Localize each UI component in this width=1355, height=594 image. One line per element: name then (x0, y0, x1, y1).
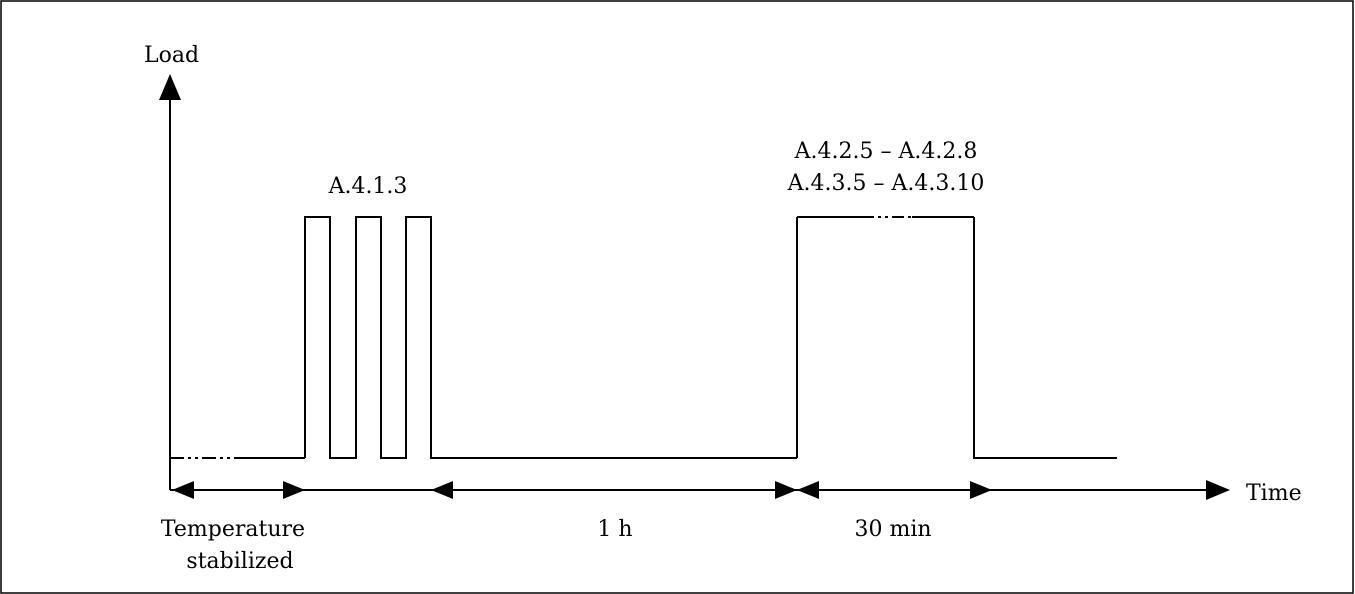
long-load-label-line1: A.4.2.5 – A.4.2.8 (794, 139, 978, 164)
load-axis-label: Load (144, 43, 199, 68)
load-duration-label: 30 min (854, 517, 931, 542)
interval-arrow-1h-left (431, 481, 453, 499)
time-axis-arrowhead (1206, 480, 1230, 500)
time-axis-label: Time (1246, 481, 1302, 506)
rest-duration-label: 1 h (597, 517, 632, 542)
load-axis-arrowhead (159, 74, 181, 100)
interval-arrow-stabilized-left (172, 481, 194, 499)
long-load-label-line2: A.4.3.5 – A.4.3.10 (787, 171, 985, 196)
interval-arrow-1h-right (775, 481, 797, 499)
interval-arrow-30min-left (797, 481, 819, 499)
interval-arrow-stabilized-right (283, 481, 305, 499)
interval-arrow-30min-right (970, 481, 992, 499)
pulses-label: A.4.1.3 (328, 174, 408, 199)
short-load-pulses (304, 216, 797, 459)
long-load-fall (973, 217, 1117, 459)
stabilization-label-line2: stabilized (186, 549, 293, 574)
stabilization-label-line1: Temperature (161, 517, 305, 542)
